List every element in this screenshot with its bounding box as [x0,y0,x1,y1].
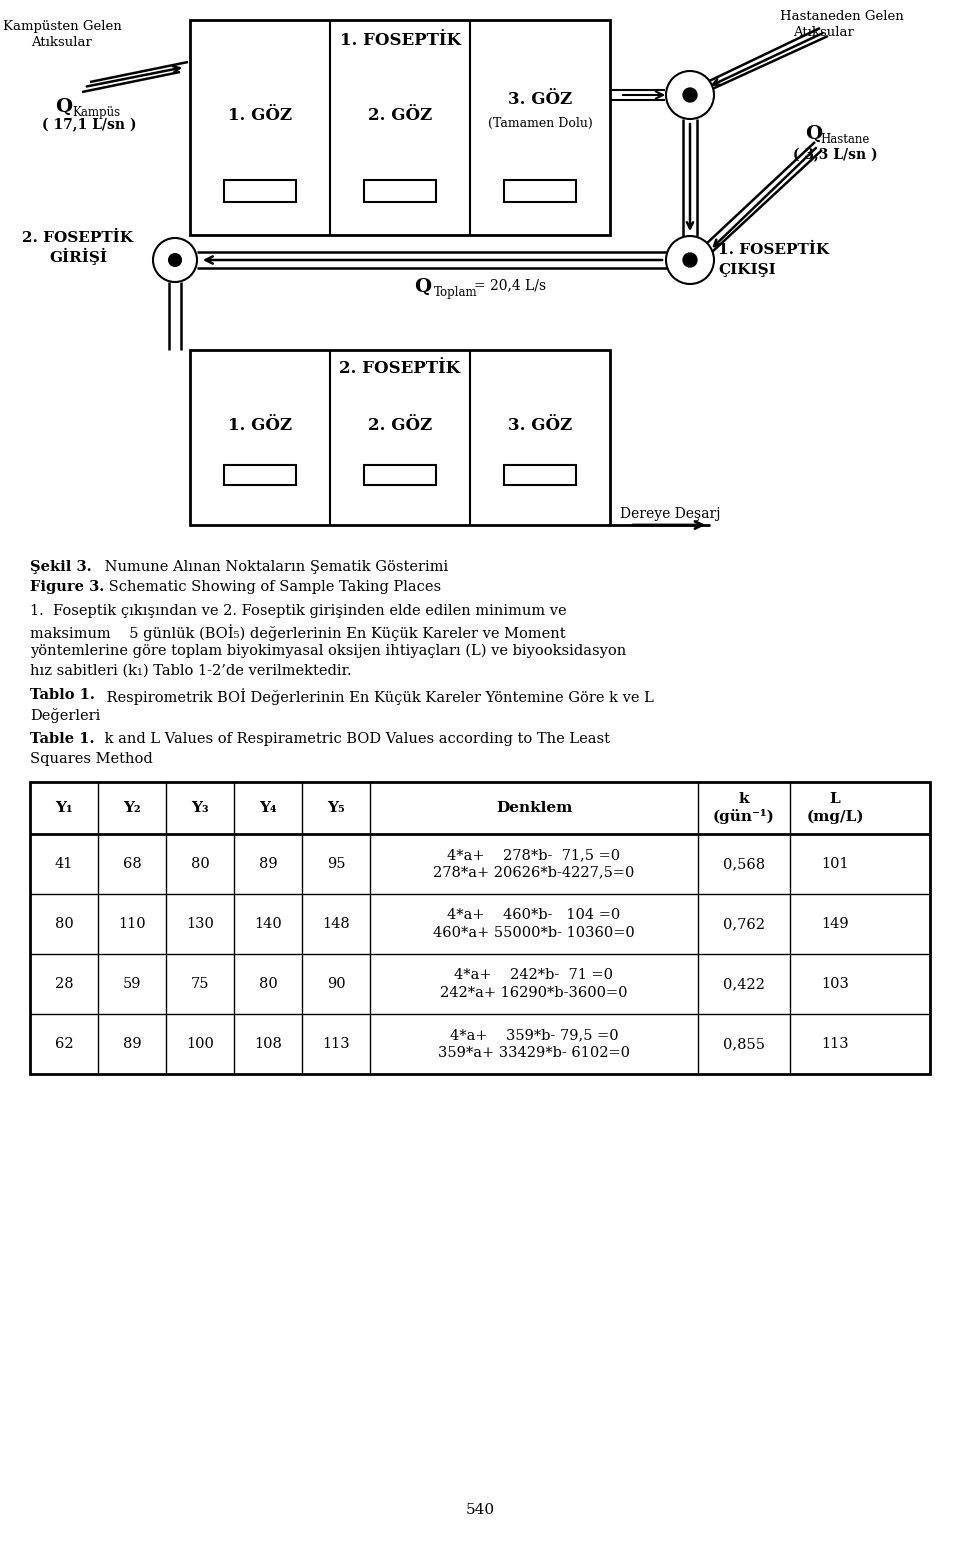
Text: 1.  Foseptik çıkışından ve 2. Foseptik girişinden elde edilen minimum ve: 1. Foseptik çıkışından ve 2. Foseptik gi… [30,604,566,618]
Text: k and L Values of Respirametric BOD Values according to The Least: k and L Values of Respirametric BOD Valu… [100,732,610,746]
Text: 113: 113 [821,1037,849,1051]
Text: 3. GÖZ: 3. GÖZ [508,417,572,434]
Bar [504,180,576,202]
Text: 149: 149 [821,918,849,932]
Text: 2. FOSEPTİK: 2. FOSEPTİK [340,360,461,377]
Text: 108: 108 [254,1037,282,1051]
Text: 89: 89 [258,857,277,871]
Text: Y₂: Y₂ [123,801,141,815]
Text: Atıksular: Atıksular [793,26,853,39]
Text: 3. GÖZ: 3. GÖZ [508,91,572,108]
Text: yöntemlerine göre toplam biyokimyasal oksijen ihtiyaçları (L) ve biyooksidasyon: yöntemlerine göre toplam biyokimyasal ok… [30,643,626,659]
Text: Y₃: Y₃ [191,801,209,815]
Text: ( 3,3 L/sn ): ( 3,3 L/sn ) [793,147,877,163]
Bar [364,465,436,485]
Text: 75: 75 [191,976,209,990]
Text: Denklem: Denklem [495,801,572,815]
Text: Y₄: Y₄ [259,801,276,815]
Bar [224,180,296,202]
Bar [504,465,576,485]
Text: 2. GÖZ: 2. GÖZ [368,107,432,124]
Text: GİRİŞİ: GİRİŞİ [49,248,107,265]
Text: 540: 540 [466,1504,494,1517]
Text: (Tamamen Dolu): (Tamamen Dolu) [488,116,592,130]
Text: Schematic Showing of Sample Taking Places: Schematic Showing of Sample Taking Place… [104,580,442,594]
Bar [364,180,436,202]
Text: Figure 3.: Figure 3. [30,580,105,594]
Circle shape [683,87,698,102]
Text: 68: 68 [123,857,141,871]
Text: 41: 41 [55,857,73,871]
Text: ÇIKIŞI: ÇIKIŞI [718,264,776,277]
Circle shape [168,253,182,267]
Text: 1. GÖZ: 1. GÖZ [228,417,292,434]
Text: 101: 101 [821,857,849,871]
Text: 62: 62 [55,1037,73,1051]
Text: k
(gün⁻¹): k (gün⁻¹) [713,792,775,825]
Text: 140: 140 [254,918,282,932]
Text: 0,762: 0,762 [723,918,765,932]
Text: maksimum    5 günlük (BOİ₅) değerlerinin En Küçük Kareler ve Moment: maksimum 5 günlük (BOİ₅) değerlerinin En… [30,625,565,640]
Text: 80: 80 [191,857,209,871]
Text: 0,422: 0,422 [723,976,765,990]
Text: Table 1.: Table 1. [30,732,94,746]
Text: Değerleri: Değerleri [30,708,101,722]
Text: 95: 95 [326,857,346,871]
Text: Hastane: Hastane [820,133,870,146]
Text: 130: 130 [186,918,214,932]
Text: 100: 100 [186,1037,214,1051]
Circle shape [666,71,714,119]
Text: Şekil 3.: Şekil 3. [30,560,91,574]
Circle shape [666,236,714,284]
Text: 113: 113 [323,1037,349,1051]
Bar [224,465,296,485]
Text: 80: 80 [258,976,277,990]
Text: 1. FOSEPTİK: 1. FOSEPTİK [340,33,461,50]
Text: 2. GÖZ: 2. GÖZ [368,417,432,434]
Circle shape [153,239,197,282]
Text: 1. GÖZ: 1. GÖZ [228,107,292,124]
Text: 90: 90 [326,976,346,990]
Text: Squares Method: Squares Method [30,752,153,766]
Text: 4*a+    278*b-  71,5 =0
278*a+ 20626*b-4227,5=0: 4*a+ 278*b- 71,5 =0 278*a+ 20626*b-4227,… [433,848,635,880]
Text: Respirometrik BOİ Değerlerinin En Küçük Kareler Yöntemine Göre k ve L: Respirometrik BOİ Değerlerinin En Küçük … [102,688,654,705]
Text: Kampüs: Kampüs [72,105,120,119]
Text: Toplam: Toplam [434,287,477,299]
Text: L
(mg/L): L (mg/L) [806,792,864,825]
Text: 28: 28 [55,976,73,990]
Text: 110: 110 [118,918,146,932]
Text: Dereye Deşarj: Dereye Deşarj [620,507,721,521]
Text: Q: Q [415,277,432,296]
Text: Numune Alınan Noktaların Şematik Gösterimi: Numune Alınan Noktaların Şematik Gösteri… [100,560,448,574]
Text: 103: 103 [821,976,849,990]
Text: Kampüsten Gelen: Kampüsten Gelen [3,20,121,33]
Text: 0,855: 0,855 [723,1037,765,1051]
Circle shape [683,253,698,268]
Text: Hastaneden Gelen: Hastaneden Gelen [780,9,903,23]
Text: Y₅: Y₅ [327,801,345,815]
Text: Q: Q [55,98,72,116]
Text: ( 17,1 L/sn ): ( 17,1 L/sn ) [42,118,136,132]
Text: = 20,4 L/s: = 20,4 L/s [474,277,546,291]
Bar [190,20,610,236]
Text: 80: 80 [55,918,73,932]
Text: Atıksular: Atıksular [32,36,92,50]
Text: 4*a+    460*b-   104 =0
460*a+ 55000*b- 10360=0: 4*a+ 460*b- 104 =0 460*a+ 55000*b- 10360… [433,908,635,939]
Text: Tablo 1.: Tablo 1. [30,688,95,702]
Text: 1. FOSEPTİK: 1. FOSEPTİK [718,243,829,257]
Text: 2. FOSEPTİK: 2. FOSEPTİK [22,231,133,245]
Bar [30,783,930,1074]
Text: 89: 89 [123,1037,141,1051]
Text: 4*a+    359*b- 79,5 =0
359*a+ 33429*b- 6102=0: 4*a+ 359*b- 79,5 =0 359*a+ 33429*b- 6102… [438,1028,630,1060]
Text: 148: 148 [323,918,349,932]
Text: Q: Q [805,126,822,143]
Text: Y₁: Y₁ [55,801,73,815]
Bar [190,350,610,525]
Text: 4*a+    242*b-  71 =0
242*a+ 16290*b-3600=0: 4*a+ 242*b- 71 =0 242*a+ 16290*b-3600=0 [441,969,628,1000]
Text: 59: 59 [123,976,141,990]
Text: hız sabitleri (k₁) Tablo 1-2’de verilmektedir.: hız sabitleri (k₁) Tablo 1-2’de verilmek… [30,663,351,677]
Text: 0,568: 0,568 [723,857,765,871]
